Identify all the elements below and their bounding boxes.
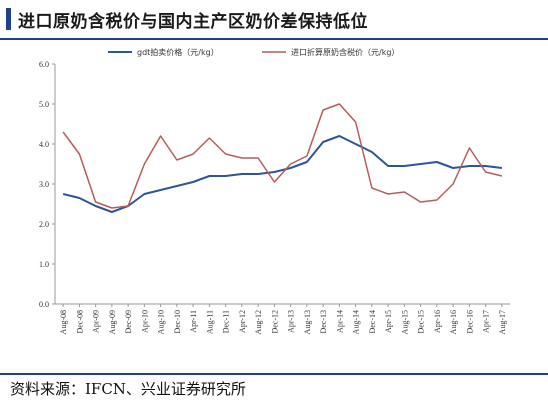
page-title: 进口原奶含税价与国内主产区奶价差保持低位 [18,12,368,32]
x-tick-label: Apr-16 [433,310,442,333]
series-line-1 [62,135,503,213]
x-tick-label: Aug-14 [352,310,361,334]
x-tick-label: Apr-17 [482,310,491,333]
x-tick-label: Dec-08 [75,310,84,334]
y-tick-label: 4.0 [39,140,49,149]
x-tick-label: Apr-11 [189,310,198,333]
source-divider [0,373,548,375]
x-tick-label: Dec-16 [465,310,474,334]
x-tick-label: Apr-14 [335,310,344,333]
source-note: 资料来源：IFCN、兴业证券研究所 [10,380,246,398]
y-tick-label: 2.0 [39,220,49,229]
x-tick-label: Apr-10 [140,310,149,333]
x-tick-label: Dec-11 [222,310,231,333]
x-tick-label: Apr-13 [287,310,296,333]
x-tick-label: Dec-14 [368,310,377,334]
title-bar: 进口原奶含税价与国内主产区奶价差保持低位 [0,0,548,40]
y-tick-label: 5.0 [39,100,49,109]
y-tick-label: 6.0 [39,60,49,69]
chart-svg: 0.0 1.0 2.0 3.0 4.0 5.0 6.0 Aug-08 Dec-08 Apr-09 A… [39,47,510,334]
title-accent-mark [6,8,11,30]
legend-label-1: gdt拍卖价格（元/kg） [137,47,219,57]
legend-label-2: 进口折算原奶含税价（元/kg） [291,47,399,57]
x-tick-label: Apr-09 [92,310,101,333]
x-tick-label: Aug-10 [157,310,166,334]
x-tick-label: Dec-09 [124,310,133,334]
x-tick-label: Dec-15 [417,310,426,334]
x-tick-label: Aug-11 [205,310,214,334]
x-tick-label: Aug-16 [449,310,458,334]
x-tick-label: Dec-10 [173,310,182,334]
x-tick-label: Aug-08 [59,310,68,334]
x-tick-label: Aug-12 [254,310,263,334]
x-tick-label: Aug-13 [303,310,312,334]
y-tick-label: 1.0 [39,260,49,269]
x-tick-label: Aug-09 [108,310,117,334]
x-tick-label: Aug-17 [498,310,507,334]
x-tick-label: Apr-15 [384,310,393,333]
y-tick-label: 0.0 [39,300,49,309]
x-tick-label: Apr-12 [238,310,247,333]
x-tick-label: Dec-12 [270,310,279,334]
x-tick-label: Aug-15 [400,310,409,334]
series-line-2 [62,103,503,209]
x-tick-label: Dec-13 [319,310,328,334]
y-tick-label: 3.0 [39,180,49,189]
